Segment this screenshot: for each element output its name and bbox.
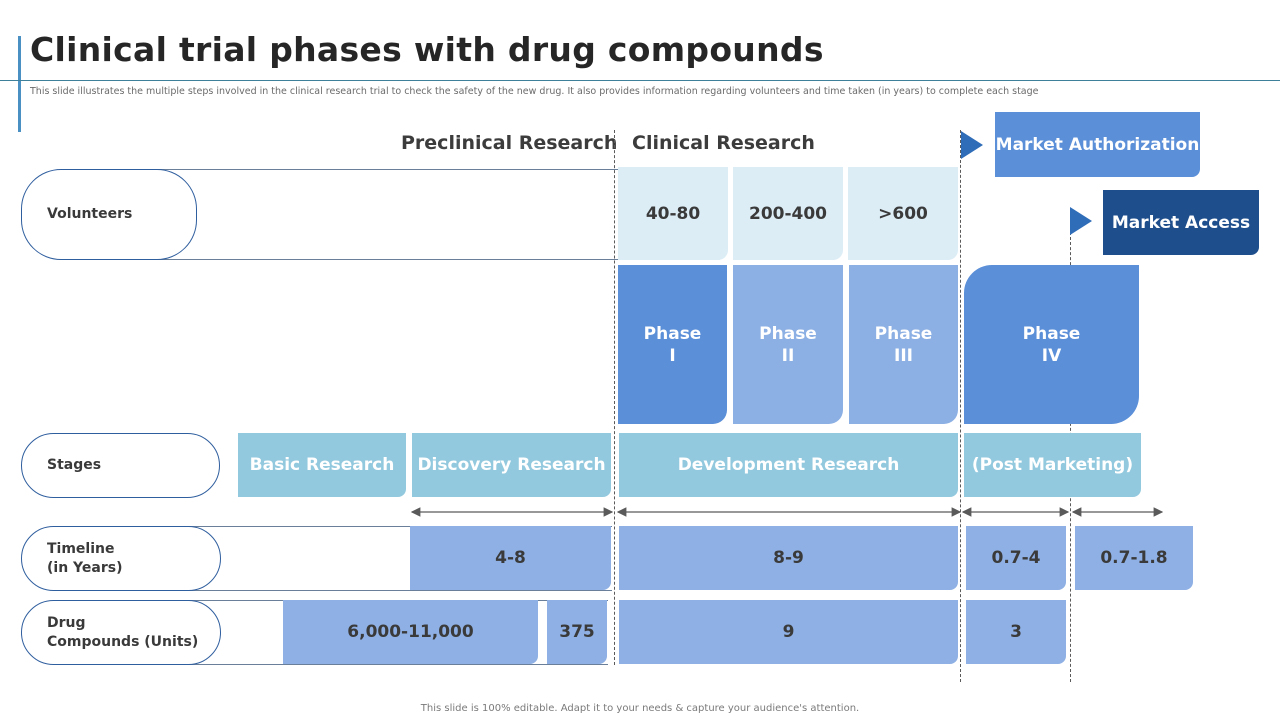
- timeline-label-line1: Timeline: [47, 540, 115, 557]
- compounds-development-value: 9: [619, 600, 958, 664]
- timeline-development-value: 8-9: [619, 526, 958, 590]
- compounds-label-line1: Drug: [47, 614, 86, 631]
- timeline-row-bottom-line: [120, 590, 612, 591]
- page-subtitle: This slide illustrates the multiple step…: [30, 86, 1039, 97]
- timeline-discovery-value: 4-8: [410, 526, 611, 590]
- volunteers-phase-2: 200-400: [733, 167, 843, 260]
- stage-development-research: Development Research: [619, 433, 958, 497]
- stage-basic-research: Basic Research: [238, 433, 406, 497]
- phase-3-box: Phase III: [849, 265, 958, 424]
- timeline-post-marketing-value: 0.7-4: [966, 526, 1066, 590]
- volunteers-label-text: Volunteers: [47, 206, 133, 222]
- compounds-row-label: Drug Compounds (Units): [21, 600, 221, 665]
- volunteers-row-top-line: [108, 169, 618, 170]
- timeline-arrows: [410, 507, 1164, 517]
- clinical-divider-line: [614, 130, 615, 665]
- footer-note: This slide is 100% editable. Adapt it to…: [420, 703, 860, 714]
- compounds-post-marketing-value: 3: [966, 600, 1066, 664]
- phase-4-box: Phase IV: [964, 265, 1139, 424]
- phase-2-box: Phase II: [733, 265, 843, 424]
- volunteers-row-label: Volunteers: [21, 169, 197, 260]
- market-authorization-box: Market Authorization: [995, 112, 1200, 177]
- stage-discovery-research: Discovery Research: [412, 433, 611, 497]
- timeline-row-top-line: [120, 526, 612, 527]
- compounds-row-bottom-line: [120, 664, 608, 665]
- compounds-label-line2: Compounds (Units): [47, 633, 199, 650]
- phase-4-title: Phase: [1022, 323, 1081, 344]
- phase-3-numeral: III: [894, 345, 913, 366]
- title-divider: [0, 80, 1280, 81]
- phase-2-numeral: II: [781, 345, 795, 366]
- phase-1-box: Phase I: [618, 265, 727, 424]
- stages-label-text: Stages: [47, 457, 102, 473]
- phase-4-numeral: IV: [1041, 345, 1062, 366]
- compounds-discovery-value: 375: [547, 600, 607, 664]
- phase-2-title: Phase: [759, 323, 817, 344]
- timeline-market-access-value: 0.7-1.8: [1075, 526, 1193, 590]
- timeline-label-line2: (in Years): [47, 559, 123, 576]
- clinical-research-label: Clinical Research: [632, 132, 815, 154]
- title-accent-bar: [18, 36, 21, 132]
- volunteers-row-bottom-line: [108, 259, 618, 260]
- preclinical-research-label: Preclinical Research: [401, 132, 618, 154]
- authorization-divider-line: [960, 130, 961, 682]
- phase-1-numeral: I: [669, 345, 676, 366]
- phase-3-title: Phase: [874, 323, 933, 344]
- timeline-row-label: Timeline (in Years): [21, 526, 221, 591]
- volunteers-phase-1: 40-80: [618, 167, 728, 260]
- market-access-arrow-icon: [1070, 207, 1092, 235]
- page-title: Clinical trial phases with drug compound…: [30, 30, 824, 69]
- phase-1-title: Phase: [643, 323, 702, 344]
- stage-post-marketing: (Post Marketing): [964, 433, 1141, 497]
- stages-row-label: Stages: [21, 433, 220, 498]
- market-access-box: Market Access: [1103, 190, 1259, 255]
- volunteers-phase-3: >600: [848, 167, 958, 260]
- market-authorization-arrow-icon: [961, 131, 983, 159]
- compounds-preclinical-value: 6,000-11,000: [283, 600, 538, 664]
